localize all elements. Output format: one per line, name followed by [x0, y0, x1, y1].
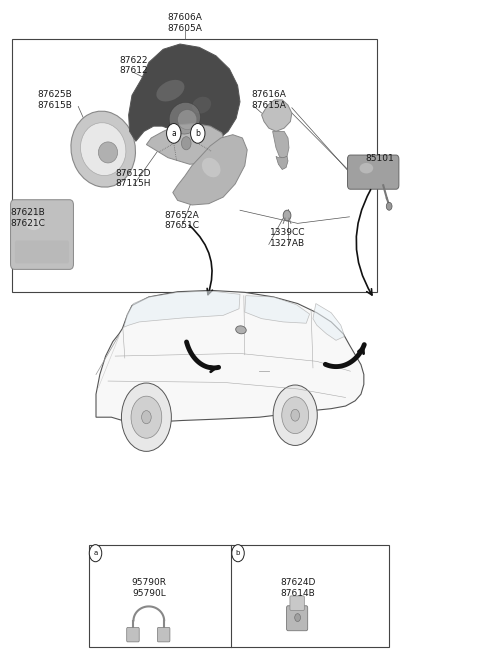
- Circle shape: [282, 397, 309, 434]
- Circle shape: [142, 411, 151, 424]
- FancyBboxPatch shape: [290, 596, 304, 610]
- FancyBboxPatch shape: [127, 627, 139, 642]
- Ellipse shape: [202, 158, 220, 177]
- Text: 87624D
87614B: 87624D 87614B: [280, 578, 315, 598]
- Polygon shape: [146, 124, 226, 164]
- Ellipse shape: [25, 215, 42, 230]
- Bar: [12, 39, 377, 292]
- Circle shape: [89, 545, 102, 562]
- Circle shape: [232, 545, 244, 562]
- Text: 87621B
87621C: 87621B 87621C: [11, 208, 45, 228]
- Circle shape: [283, 210, 291, 221]
- Text: 95790R
95790L: 95790R 95790L: [132, 578, 166, 598]
- Circle shape: [386, 202, 392, 210]
- Text: 87622
87612: 87622 87612: [119, 56, 148, 76]
- Ellipse shape: [156, 80, 184, 101]
- Polygon shape: [276, 156, 288, 170]
- FancyBboxPatch shape: [348, 155, 399, 189]
- FancyBboxPatch shape: [11, 200, 73, 269]
- Text: 1339CC
1327AB: 1339CC 1327AB: [270, 228, 306, 248]
- Text: 87652A
87651C: 87652A 87651C: [164, 211, 199, 231]
- Polygon shape: [262, 100, 292, 131]
- Ellipse shape: [98, 142, 118, 163]
- Ellipse shape: [236, 326, 246, 334]
- Text: 85101: 85101: [366, 154, 395, 164]
- Ellipse shape: [71, 111, 135, 187]
- Ellipse shape: [81, 123, 126, 175]
- Text: 87616A
87615A: 87616A 87615A: [252, 90, 286, 110]
- Circle shape: [121, 383, 171, 451]
- FancyBboxPatch shape: [287, 606, 308, 631]
- Ellipse shape: [169, 102, 200, 134]
- FancyBboxPatch shape: [15, 240, 69, 263]
- Polygon shape: [313, 304, 345, 340]
- Circle shape: [291, 409, 300, 421]
- Polygon shape: [124, 291, 240, 327]
- Ellipse shape: [192, 97, 211, 114]
- Polygon shape: [245, 296, 310, 323]
- Circle shape: [191, 124, 205, 143]
- Polygon shape: [173, 135, 247, 205]
- Circle shape: [273, 385, 317, 445]
- Text: 87612D
87115H: 87612D 87115H: [116, 169, 151, 189]
- Text: 87625B
87615B: 87625B 87615B: [38, 90, 72, 110]
- Circle shape: [181, 137, 191, 150]
- Text: a: a: [94, 550, 97, 556]
- Circle shape: [295, 614, 300, 622]
- Polygon shape: [129, 44, 240, 143]
- FancyBboxPatch shape: [157, 627, 170, 642]
- Text: b: b: [195, 129, 200, 138]
- Circle shape: [167, 124, 181, 143]
- Polygon shape: [273, 131, 289, 159]
- Bar: [89, 545, 389, 647]
- Circle shape: [131, 396, 162, 438]
- Text: a: a: [171, 129, 176, 138]
- Text: b: b: [236, 550, 240, 556]
- Ellipse shape: [178, 110, 197, 129]
- Polygon shape: [96, 290, 364, 422]
- Ellipse shape: [360, 163, 373, 173]
- Text: 87606A
87605A: 87606A 87605A: [168, 13, 202, 33]
